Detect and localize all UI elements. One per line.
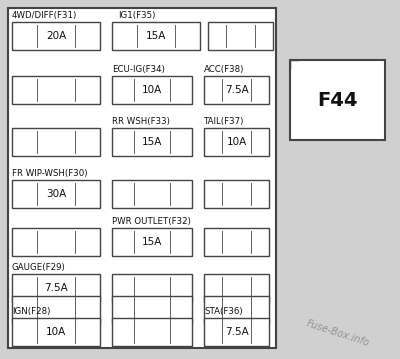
- Text: STA(F36): STA(F36): [204, 307, 243, 316]
- Text: F44: F44: [317, 90, 358, 109]
- Bar: [12, 274, 100, 302]
- Text: 4WD/DIFF(F31): 4WD/DIFF(F31): [12, 11, 77, 20]
- Bar: [112, 22, 200, 50]
- Bar: [112, 318, 192, 346]
- Bar: [204, 296, 269, 324]
- Bar: [290, 60, 385, 140]
- Text: TAIL(F37): TAIL(F37): [204, 117, 244, 126]
- Text: RR WSH(F33): RR WSH(F33): [112, 117, 170, 126]
- Bar: [12, 128, 100, 156]
- Text: 20A: 20A: [46, 31, 66, 41]
- Text: 15A: 15A: [142, 137, 162, 147]
- Bar: [12, 22, 100, 50]
- Bar: [12, 296, 100, 324]
- Text: ECU-IG(F34): ECU-IG(F34): [112, 65, 165, 74]
- Bar: [204, 274, 269, 302]
- Bar: [12, 180, 100, 208]
- Bar: [112, 296, 192, 324]
- Bar: [204, 128, 269, 156]
- Text: GAUGE(F29): GAUGE(F29): [12, 263, 66, 272]
- Bar: [204, 228, 269, 256]
- Bar: [12, 318, 100, 346]
- Bar: [112, 228, 192, 256]
- Text: 10A: 10A: [226, 137, 247, 147]
- Bar: [8, 8, 276, 348]
- Bar: [12, 228, 100, 256]
- Text: 7.5A: 7.5A: [225, 327, 248, 337]
- Bar: [112, 180, 192, 208]
- Text: 30A: 30A: [46, 189, 66, 199]
- Bar: [204, 318, 269, 346]
- Text: 15A: 15A: [146, 31, 166, 41]
- Text: 15A: 15A: [142, 237, 162, 247]
- Text: 10A: 10A: [46, 327, 66, 337]
- Bar: [208, 22, 273, 50]
- Bar: [112, 76, 192, 104]
- Bar: [204, 76, 269, 104]
- Text: IG1(F35): IG1(F35): [118, 11, 155, 20]
- Text: ACC(F38): ACC(F38): [204, 65, 244, 74]
- Text: PWR OUTLET(F32): PWR OUTLET(F32): [112, 217, 191, 226]
- Text: 7.5A: 7.5A: [44, 283, 68, 293]
- Bar: [204, 180, 269, 208]
- Text: FR WIP-WSH(F30): FR WIP-WSH(F30): [12, 169, 88, 178]
- Bar: [112, 128, 192, 156]
- Text: Fuse-Box.info: Fuse-Box.info: [305, 318, 371, 348]
- Text: 7.5A: 7.5A: [225, 85, 248, 95]
- Text: 10A: 10A: [142, 85, 162, 95]
- Bar: [12, 76, 100, 104]
- Bar: [112, 274, 192, 302]
- Text: IGN(F28): IGN(F28): [12, 307, 50, 316]
